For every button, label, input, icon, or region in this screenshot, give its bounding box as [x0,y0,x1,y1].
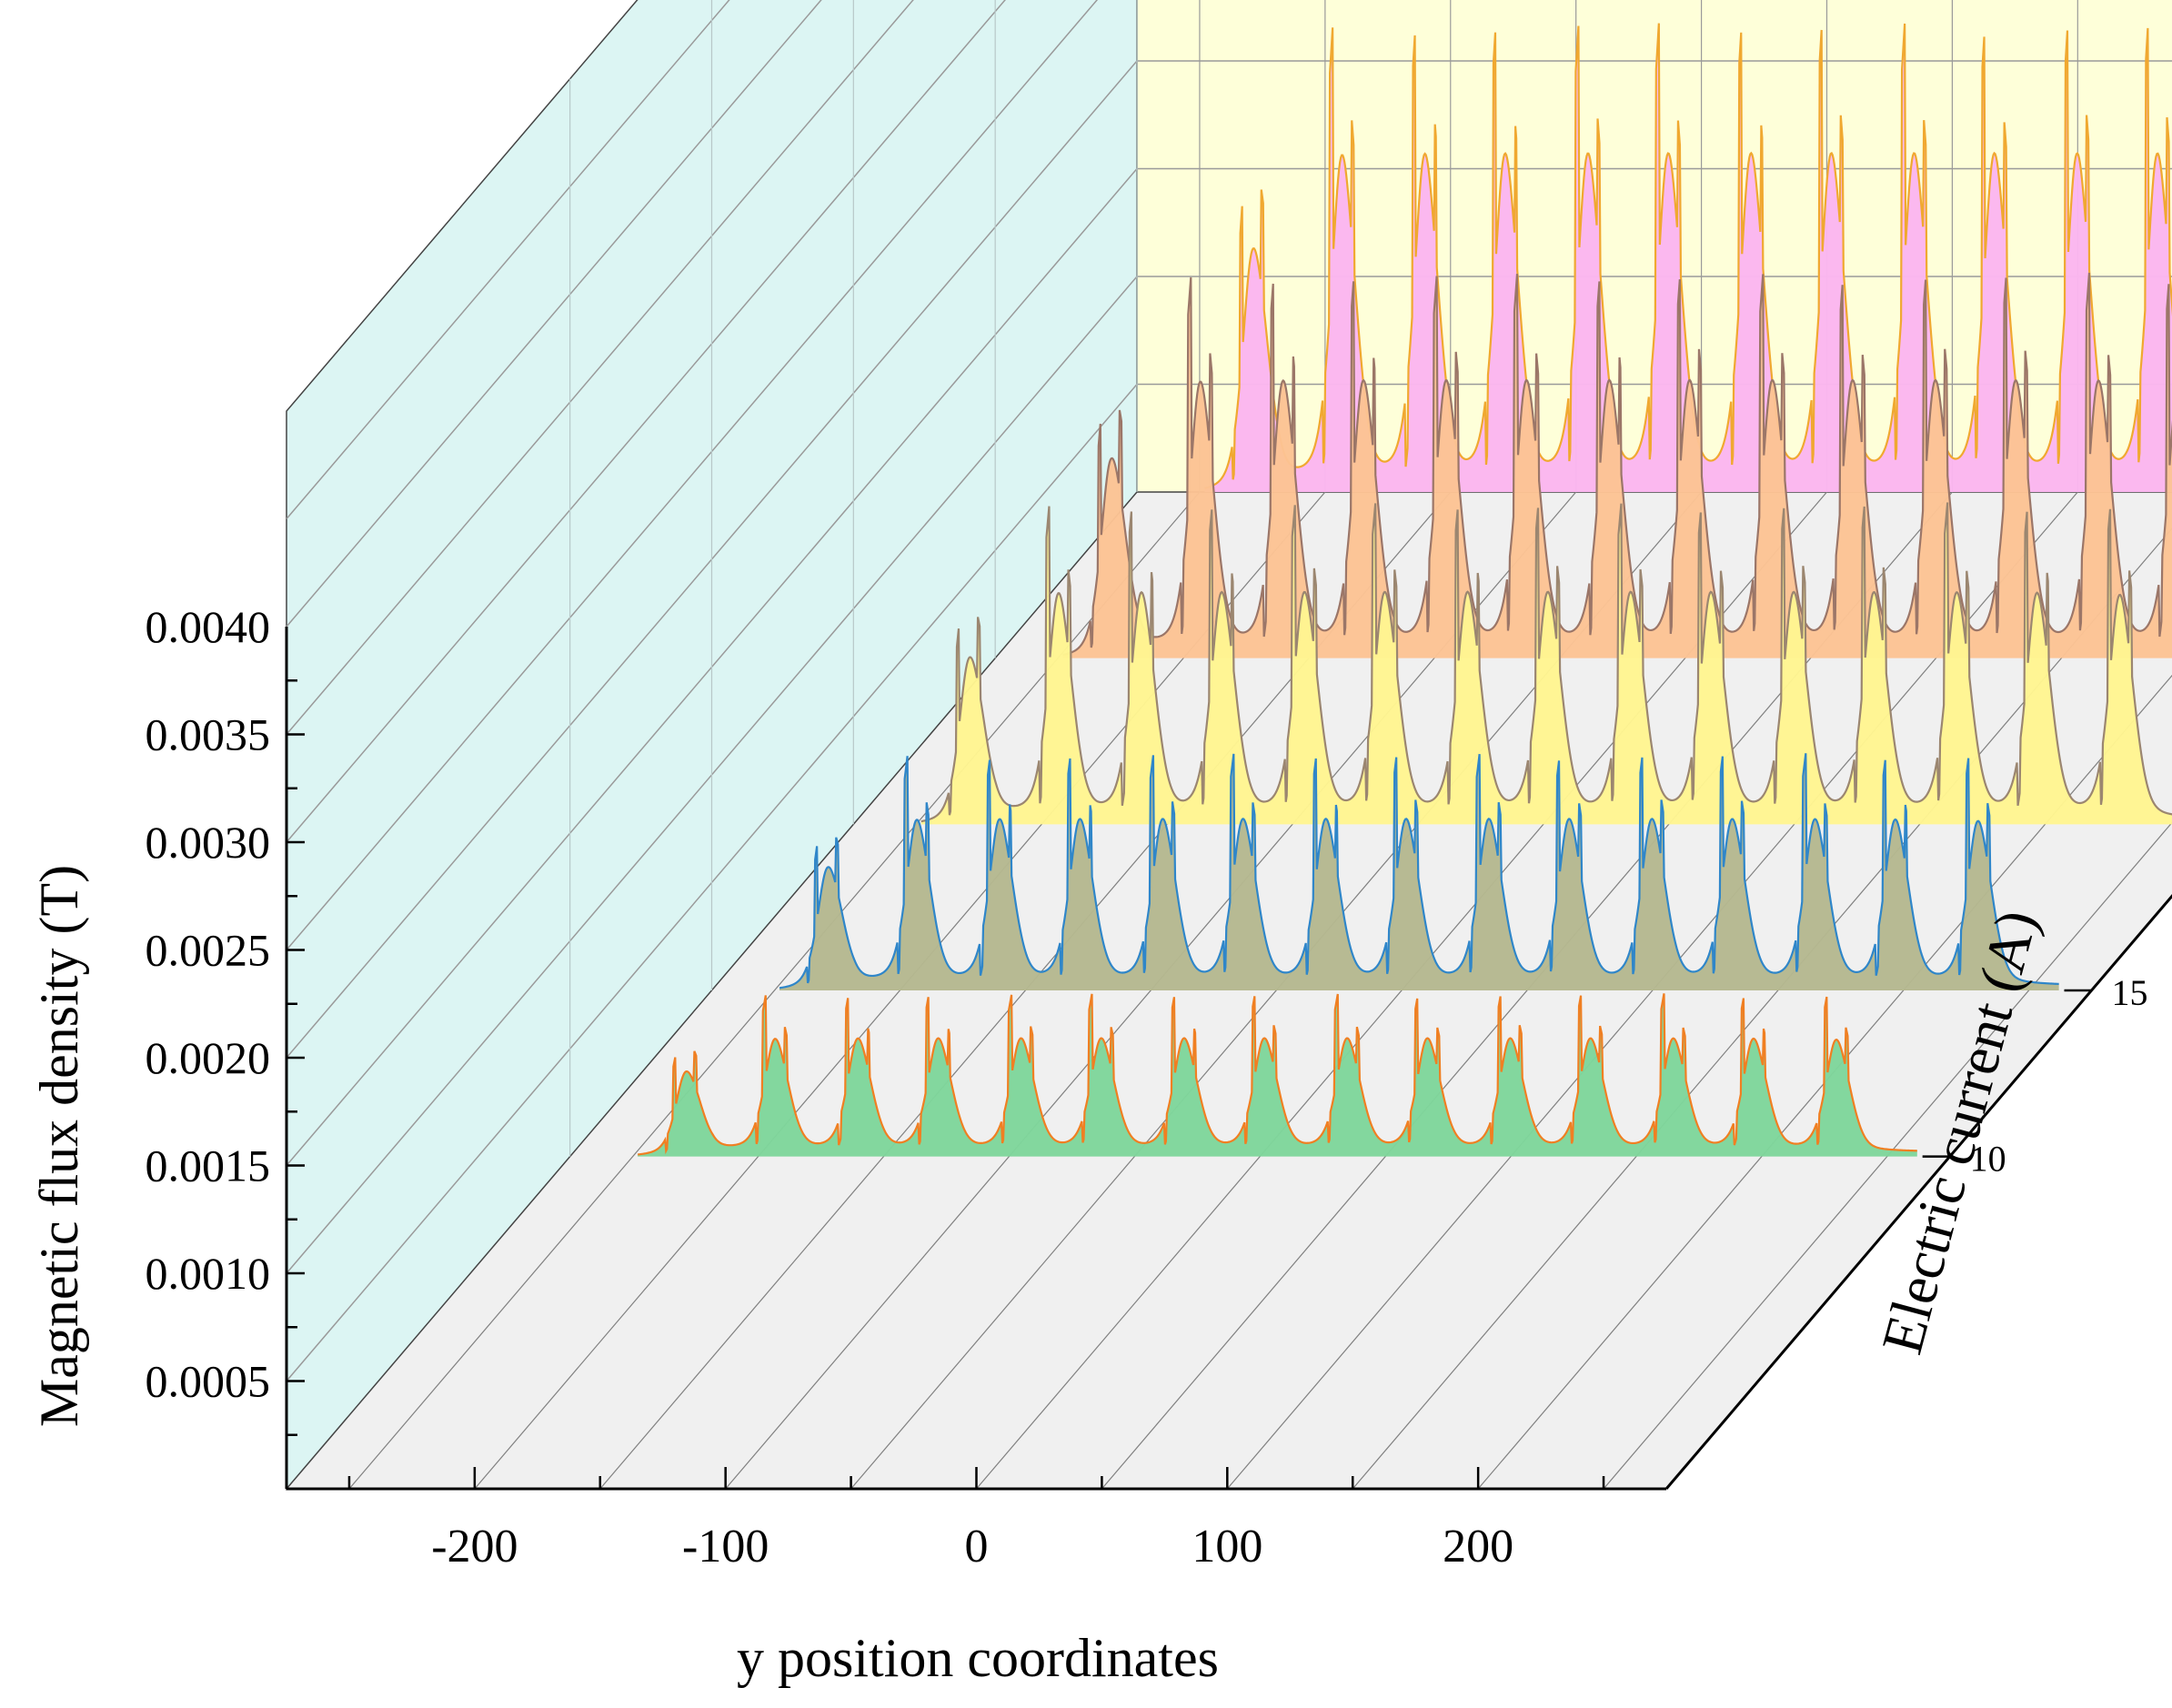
series-line-10 [638,993,1917,1156]
series-line-15 [779,753,2059,990]
y-tick-label: 0.0020 [146,1032,271,1083]
series-area-30 [1204,23,2172,492]
tick-labels: -200 -100 0 100 200 0.0005 0.0010 0.0015 0.0020 0… [146,601,2148,1572]
x-tick-label: -100 [682,1521,769,1572]
series-area-15 [779,753,2059,990]
y-axis-title: Magnetic flux density (T) [29,865,89,1427]
series-20 [920,502,2172,825]
y-tick-label: 0.0035 [146,709,271,760]
x-tick-label: 200 [1443,1521,1513,1572]
y-tick-label: 0.0030 [146,817,271,868]
series-area-10 [638,993,1917,1157]
y-tick-label: 0.0015 [146,1140,271,1191]
axes [285,627,2172,1491]
series-30 [1204,23,2172,492]
x-tick-label: 0 [965,1521,989,1572]
series-area-25 [1062,272,2172,658]
x-tick-label: 100 [1192,1521,1262,1572]
y-tick-label: 0.0040 [146,601,271,652]
x-axis-title: y position coordinates [737,1628,1219,1688]
y-tick-label: 0.0025 [146,925,271,976]
y-tick-label: 0.0005 [146,1356,271,1407]
series-area-20 [920,502,2172,825]
series-15 [779,753,2059,990]
series-10 [638,993,1917,1157]
z-tick-label: 10 [1970,1139,2006,1180]
x-tick-label: -200 [431,1521,518,1572]
y-tick-label: 0.0010 [146,1248,271,1299]
z-tick-label: 15 [2112,972,2148,1013]
series-line-20 [920,502,2172,823]
series-layer [638,23,2172,1157]
series-line-30 [1204,23,2172,489]
